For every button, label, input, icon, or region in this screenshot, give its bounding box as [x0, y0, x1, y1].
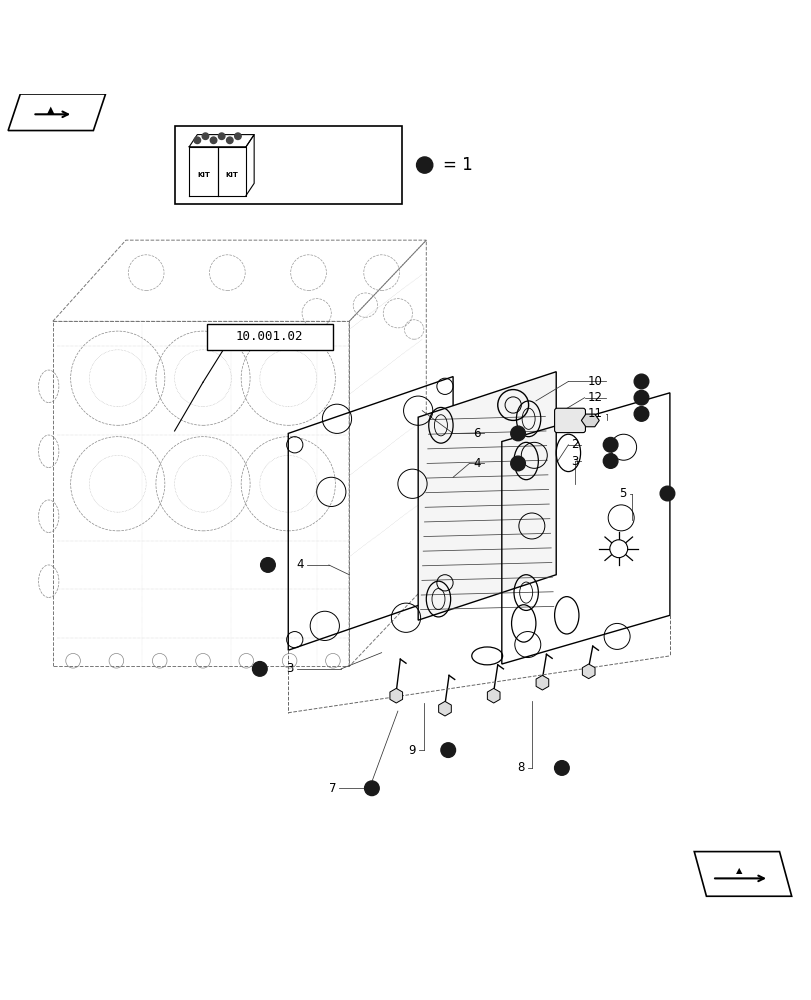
- Polygon shape: [487, 688, 500, 703]
- Polygon shape: [8, 94, 105, 131]
- Bar: [207, 324, 333, 350]
- Bar: [174, 126, 401, 204]
- Circle shape: [633, 407, 648, 421]
- Circle shape: [234, 133, 241, 139]
- Circle shape: [510, 456, 525, 471]
- Text: 8: 8: [517, 761, 524, 774]
- Circle shape: [633, 390, 648, 405]
- Text: KIT: KIT: [225, 172, 238, 178]
- Circle shape: [510, 426, 525, 441]
- Polygon shape: [581, 664, 594, 679]
- Text: 3: 3: [570, 455, 577, 468]
- Text: 4: 4: [473, 457, 480, 470]
- Text: KIT: KIT: [197, 172, 210, 178]
- Circle shape: [364, 781, 379, 796]
- Circle shape: [416, 157, 432, 173]
- Polygon shape: [693, 852, 791, 896]
- Circle shape: [226, 137, 233, 144]
- Text: 2: 2: [570, 438, 577, 451]
- Circle shape: [252, 662, 267, 676]
- FancyBboxPatch shape: [554, 408, 585, 433]
- Polygon shape: [581, 414, 599, 427]
- Circle shape: [218, 133, 225, 139]
- Text: 10: 10: [587, 375, 602, 388]
- Polygon shape: [535, 675, 548, 690]
- Polygon shape: [389, 688, 402, 703]
- Text: 12: 12: [587, 391, 602, 404]
- Text: 7: 7: [328, 782, 336, 795]
- Text: 6: 6: [473, 427, 480, 440]
- Text: 11: 11: [587, 407, 602, 420]
- Text: 5: 5: [619, 487, 626, 500]
- Text: = 1: = 1: [442, 156, 472, 174]
- Text: 10.001.02: 10.001.02: [235, 330, 303, 343]
- Circle shape: [210, 137, 217, 144]
- Circle shape: [603, 437, 617, 452]
- Text: ▲: ▲: [46, 105, 54, 115]
- Circle shape: [659, 486, 674, 501]
- Circle shape: [440, 743, 455, 757]
- Polygon shape: [438, 701, 451, 716]
- Circle shape: [260, 558, 275, 572]
- Circle shape: [633, 374, 648, 389]
- Circle shape: [194, 137, 200, 144]
- Circle shape: [609, 540, 627, 558]
- Circle shape: [202, 133, 208, 139]
- Circle shape: [554, 761, 569, 775]
- Text: ▲: ▲: [735, 866, 741, 875]
- Polygon shape: [418, 372, 556, 620]
- Text: 3: 3: [286, 662, 294, 675]
- Circle shape: [603, 454, 617, 468]
- Text: 4: 4: [296, 558, 303, 571]
- Text: 9: 9: [408, 744, 415, 757]
